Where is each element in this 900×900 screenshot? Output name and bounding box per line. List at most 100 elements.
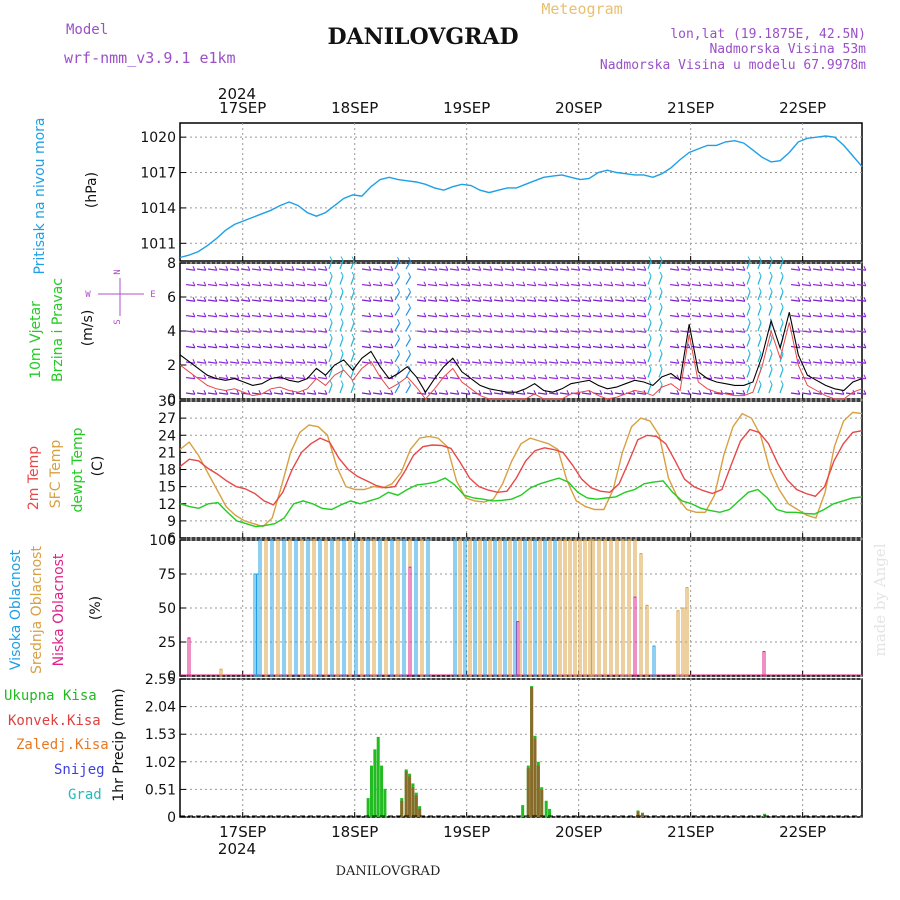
wind-barb [647, 384, 652, 394]
wind-barb-flag [456, 343, 460, 348]
wind-barb [504, 392, 514, 395]
wind-barb-flag [659, 302, 663, 308]
wind-barb-flag [423, 281, 427, 286]
wind-barb-flag [500, 266, 504, 271]
wind-barb-flag [522, 297, 526, 302]
cloud-low-label: Niska Oblacnost [51, 553, 67, 666]
cloud-mid-bar [312, 539, 316, 677]
wind-barb [306, 345, 316, 349]
wind-barb-flag [329, 256, 333, 261]
wind-barb-flag [659, 380, 663, 385]
wind-barb-flag [456, 359, 460, 364]
wind-barb-flag [742, 312, 746, 317]
wind-barb [691, 330, 701, 333]
wind-barb-flag [522, 281, 526, 286]
wind-barb-flag [747, 333, 751, 339]
cloud-high-bar [563, 539, 567, 677]
cloud-mid-bar [342, 539, 346, 677]
panel-frame [179, 122, 863, 262]
wind-barb [581, 330, 591, 333]
wind-barb [295, 268, 305, 271]
wind-barb-flag [423, 266, 427, 271]
wind-barb [526, 361, 536, 364]
y-tick-label: 9 [167, 514, 176, 530]
wind-barb-flag [379, 312, 383, 317]
wind-barb-flag [566, 281, 570, 286]
wind-barb-flag [621, 328, 625, 333]
wind-barb [801, 345, 811, 349]
wind-barb [229, 330, 239, 333]
wind-barb [350, 384, 355, 394]
wind-barb [229, 314, 239, 318]
wind-barb [207, 299, 217, 302]
precip-total-bar [544, 800, 548, 817]
wind-barb [284, 283, 294, 287]
wind-barb [636, 314, 646, 318]
wind-barb-flag [368, 328, 372, 333]
wind-barb-flag [423, 312, 427, 317]
wind-barb-flag [599, 359, 603, 364]
wind-barb [625, 268, 635, 271]
wind-barb-flag [731, 328, 735, 333]
wind-barb-flag [351, 318, 355, 323]
wind-barb [823, 268, 833, 271]
cloud-mid-bar [336, 539, 340, 677]
wind-barb [306, 330, 316, 333]
wind-barb-flag [500, 343, 504, 348]
wind-barb [372, 299, 382, 302]
wind-barb [372, 268, 382, 271]
cloud-high-bar [253, 573, 257, 677]
precip-total-bar [763, 813, 767, 817]
wind-barb-flag [676, 328, 680, 333]
cloud-high-bar [508, 539, 512, 677]
svg-text:W: W [85, 290, 91, 300]
wind-barb [383, 314, 393, 318]
wind-barb [273, 314, 283, 318]
wind-barb [746, 275, 751, 285]
wind-barb [284, 268, 294, 271]
wind-barb [350, 322, 355, 332]
cloud-mid-bar [609, 539, 613, 677]
wind-barb [339, 384, 344, 394]
wind-barb [504, 314, 514, 318]
wind-barb [658, 337, 663, 347]
wind-barb-flag [747, 318, 751, 323]
wind-barb-flag [819, 343, 823, 348]
wind-barb-flag [489, 359, 493, 364]
wind-barb [295, 299, 305, 302]
wind-barb [383, 299, 393, 302]
wind-barb-flag [698, 266, 702, 271]
wind-barb [482, 392, 492, 395]
wind-barb-flag [351, 256, 355, 261]
wind-barb-flag [397, 287, 400, 293]
wind-barb [482, 345, 492, 349]
top-date-label: 22SEP [779, 99, 826, 117]
wind-barb [284, 299, 294, 302]
wind-barb-flag [280, 266, 284, 271]
wind-barb-flag [236, 374, 240, 379]
wind-barb [229, 283, 239, 287]
wind-barb-flag [852, 281, 856, 286]
wind-barb [823, 345, 833, 349]
wind-barb [328, 306, 333, 316]
cloud-high-bar [473, 539, 477, 677]
wind-barb-flag [225, 374, 229, 379]
wind-barb-flag [830, 297, 834, 302]
wind-barb-flag [423, 343, 427, 348]
wind-barb [680, 268, 690, 271]
wind-barb-flag [351, 287, 355, 292]
wind-barb [273, 345, 283, 349]
wind-barb-flag [780, 256, 784, 261]
pressure-line [179, 135, 863, 259]
wind-barb [724, 376, 734, 380]
wind-barb [394, 307, 401, 316]
wind-barb-flag [731, 281, 735, 286]
wind-barb-flag [863, 343, 867, 348]
wind-barb-flag [379, 390, 383, 395]
wind-barb-flag [610, 343, 614, 348]
wind-barb-flag [423, 359, 427, 364]
wind-barb [460, 361, 470, 364]
cloud-mid-bar [330, 539, 334, 677]
wind-barb-flag [659, 256, 663, 261]
wind-barb-flag [258, 266, 262, 271]
